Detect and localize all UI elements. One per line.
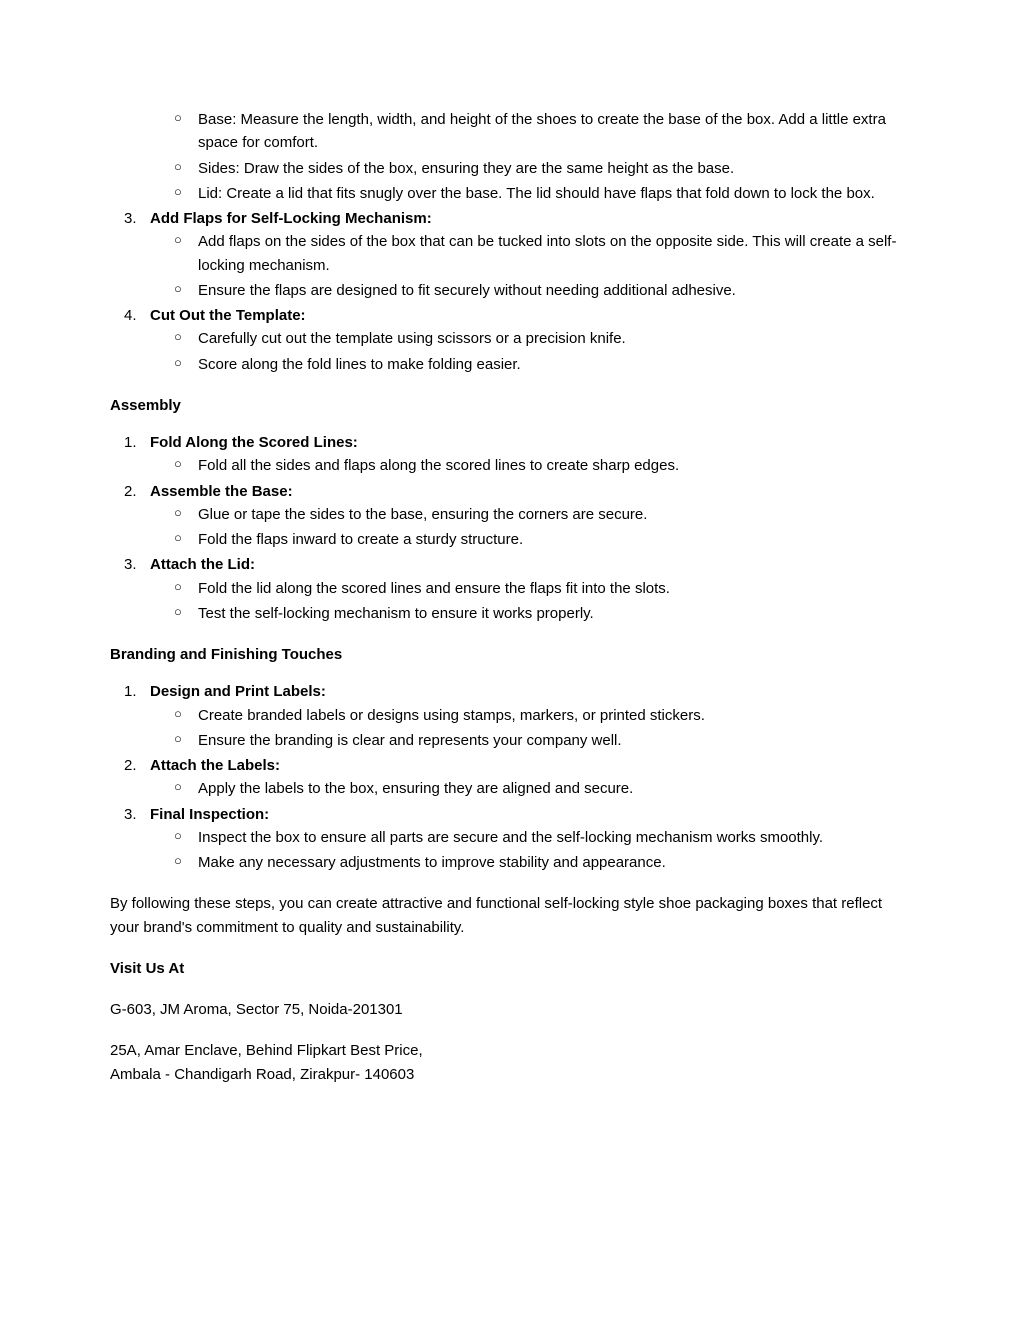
list-item: Create branded labels or designs using s… [198, 704, 914, 727]
list-item: Assemble the Base: Glue or tape the side… [150, 480, 914, 552]
list-item: Lid: Create a lid that fits snugly over … [198, 182, 914, 205]
address-line: Ambala - Chandigarh Road, Zirakpur- 1406… [110, 1063, 914, 1086]
address-1: G-603, JM Aroma, Sector 75, Noida-201301 [110, 998, 914, 1021]
item-title: Cut Out the Template: [150, 307, 306, 324]
list-item: Base: Measure the length, width, and hei… [198, 108, 914, 155]
list-item: Score along the fold lines to make foldi… [198, 353, 914, 376]
assembly-list: Fold Along the Scored Lines: Fold all th… [110, 431, 914, 625]
list-item: Test the self-locking mechanism to ensur… [198, 602, 914, 625]
sublist: Create branded labels or designs using s… [150, 704, 914, 753]
list-item: Inspect the box to ensure all parts are … [198, 826, 914, 849]
item-title: Add Flaps for Self-Locking Mechanism: [150, 210, 432, 227]
item-title: Fold Along the Scored Lines: [150, 434, 358, 451]
assembly-heading: Assembly [110, 394, 914, 417]
address-line: 25A, Amar Enclave, Behind Flipkart Best … [110, 1039, 914, 1062]
design-template-list: Add Flaps for Self-Locking Mechanism: Ad… [110, 207, 914, 376]
closing-paragraph: By following these steps, you can create… [110, 892, 914, 939]
branding-heading: Branding and Finishing Touches [110, 643, 914, 666]
item-title: Attach the Labels: [150, 757, 280, 774]
list-item: Attach the Lid: Fold the lid along the s… [150, 553, 914, 625]
visit-heading: Visit Us At [110, 957, 914, 980]
list-item: Cut Out the Template: Carefully cut out … [150, 304, 914, 376]
sublist: Inspect the box to ensure all parts are … [150, 826, 914, 875]
list-item: Sides: Draw the sides of the box, ensuri… [198, 157, 914, 180]
list-item: Glue or tape the sides to the base, ensu… [198, 503, 914, 526]
list-item: Make any necessary adjustments to improv… [198, 851, 914, 874]
list-item: Carefully cut out the template using sci… [198, 327, 914, 350]
address-2: 25A, Amar Enclave, Behind Flipkart Best … [110, 1039, 914, 1086]
address-line: G-603, JM Aroma, Sector 75, Noida-201301 [110, 998, 914, 1021]
item-title: Design and Print Labels: [150, 683, 326, 700]
sublist: Apply the labels to the box, ensuring th… [150, 777, 914, 800]
list-item: Fold Along the Scored Lines: Fold all th… [150, 431, 914, 478]
list-item: Attach the Labels: Apply the labels to t… [150, 754, 914, 801]
sublist: Fold all the sides and flaps along the s… [150, 454, 914, 477]
list-item: Fold the flaps inward to create a sturdy… [198, 528, 914, 551]
item-title: Attach the Lid: [150, 556, 255, 573]
list-item: Add flaps on the sides of the box that c… [198, 230, 914, 277]
sublist: Fold the lid along the scored lines and … [150, 577, 914, 626]
branding-list: Design and Print Labels: Create branded … [110, 680, 914, 874]
list-item: Ensure the flaps are designed to fit sec… [198, 279, 914, 302]
list-item: Fold the lid along the scored lines and … [198, 577, 914, 600]
continuation-sublist: Base: Measure the length, width, and hei… [110, 108, 914, 205]
list-item: Apply the labels to the box, ensuring th… [198, 777, 914, 800]
list-item: Add Flaps for Self-Locking Mechanism: Ad… [150, 207, 914, 302]
list-item: Design and Print Labels: Create branded … [150, 680, 914, 752]
sublist: Carefully cut out the template using sci… [150, 327, 914, 376]
list-item: Ensure the branding is clear and represe… [198, 729, 914, 752]
sublist: Glue or tape the sides to the base, ensu… [150, 503, 914, 552]
item-title: Assemble the Base: [150, 483, 293, 500]
list-item: Fold all the sides and flaps along the s… [198, 454, 914, 477]
sublist: Add flaps on the sides of the box that c… [150, 230, 914, 302]
list-item: Final Inspection: Inspect the box to ens… [150, 803, 914, 875]
item-title: Final Inspection: [150, 806, 269, 823]
